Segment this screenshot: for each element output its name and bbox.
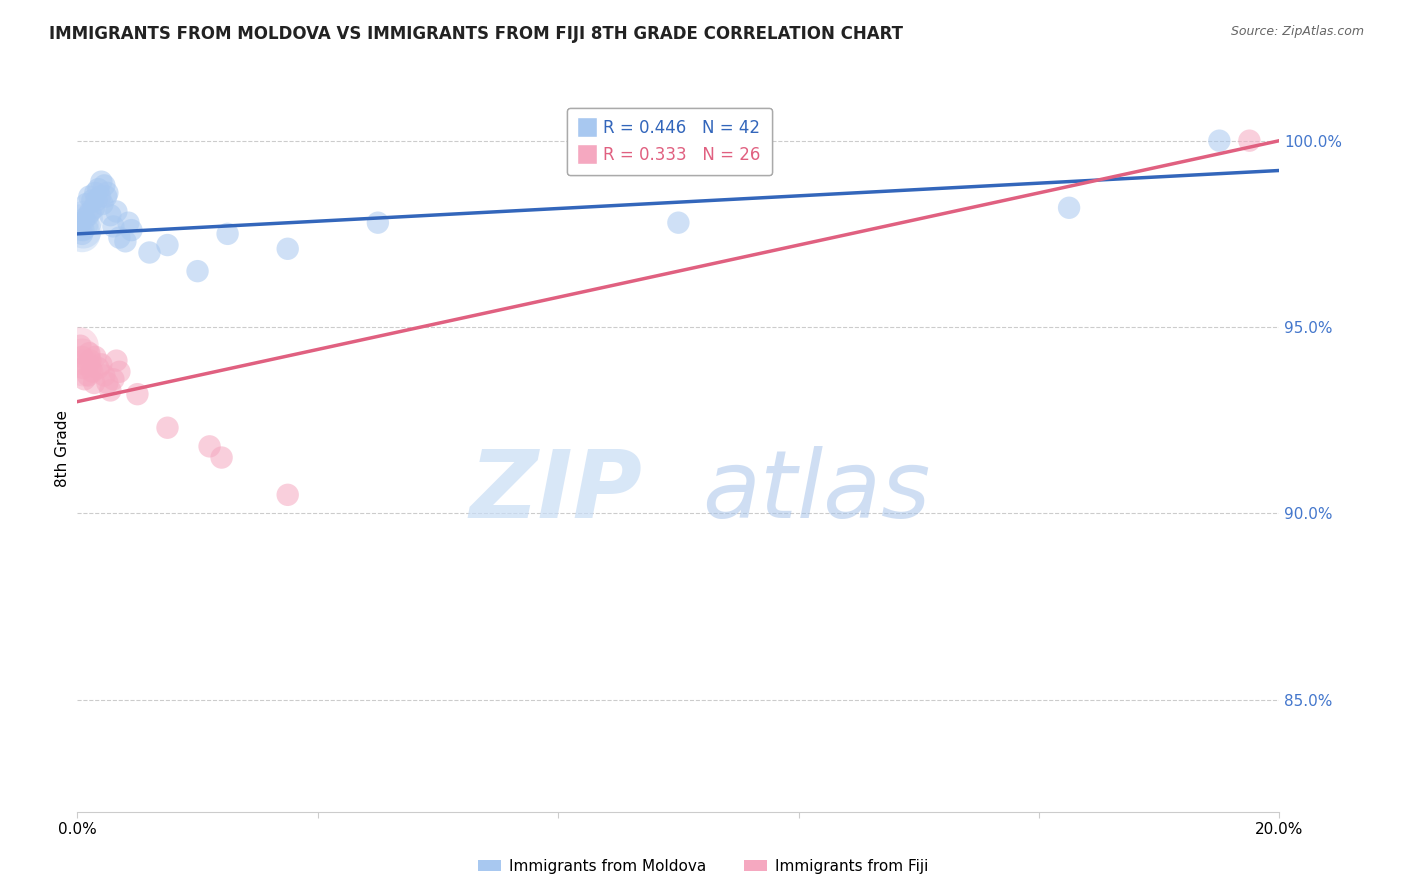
Point — [69, 216, 91, 230]
Point — [156, 421, 179, 435]
Point — [72, 361, 94, 376]
Point — [72, 223, 94, 237]
Point — [89, 189, 111, 203]
Point — [105, 353, 128, 368]
Point — [100, 208, 122, 222]
Point — [87, 182, 110, 196]
Text: IMMIGRANTS FROM MOLDOVA VS IMMIGRANTS FROM FIJI 8TH GRADE CORRELATION CHART: IMMIGRANTS FROM MOLDOVA VS IMMIGRANTS FR… — [49, 25, 903, 43]
Point — [1239, 134, 1261, 148]
Legend: Immigrants from Moldova, Immigrants from Fiji: Immigrants from Moldova, Immigrants from… — [472, 853, 934, 880]
Point — [83, 201, 105, 215]
Point — [1057, 201, 1080, 215]
Point — [84, 186, 107, 200]
Point — [91, 197, 114, 211]
Point — [73, 372, 96, 386]
Point — [367, 216, 389, 230]
Point — [90, 175, 112, 189]
Point — [105, 204, 128, 219]
Point — [120, 223, 142, 237]
Point — [86, 194, 108, 208]
Point — [79, 204, 101, 219]
Point — [87, 361, 110, 376]
Point — [70, 350, 93, 364]
Text: Source: ZipAtlas.com: Source: ZipAtlas.com — [1230, 25, 1364, 38]
Point — [82, 194, 104, 208]
Point — [211, 450, 233, 465]
Point — [156, 238, 179, 252]
Point — [84, 350, 107, 364]
Point — [77, 368, 100, 383]
Point — [108, 230, 131, 244]
Point — [277, 242, 299, 256]
Point — [83, 376, 105, 390]
Text: atlas: atlas — [703, 446, 931, 537]
Point — [72, 361, 94, 376]
Point — [70, 350, 93, 364]
Point — [79, 353, 101, 368]
Y-axis label: 8th Grade: 8th Grade — [55, 409, 70, 487]
Point — [75, 357, 97, 371]
Point — [75, 197, 97, 211]
Legend: R = 0.446   N = 42, R = 0.333   N = 26: R = 0.446 N = 42, R = 0.333 N = 26 — [567, 108, 772, 176]
Point — [79, 189, 101, 203]
Point — [103, 219, 125, 234]
Point — [103, 372, 125, 386]
Point — [73, 211, 96, 226]
Point — [1208, 134, 1230, 148]
Point — [79, 346, 101, 360]
Point — [108, 365, 131, 379]
Point — [217, 227, 239, 241]
Point — [277, 488, 299, 502]
Point — [96, 376, 118, 390]
Point — [138, 245, 160, 260]
Point — [668, 216, 690, 230]
Point — [72, 223, 94, 237]
Point — [96, 186, 118, 200]
Point — [73, 211, 96, 226]
Point — [69, 216, 91, 230]
Point — [70, 227, 93, 241]
Point — [198, 439, 221, 453]
Point — [100, 384, 122, 398]
Point — [69, 339, 91, 353]
Point — [93, 368, 115, 383]
Point — [93, 178, 115, 193]
Point — [77, 208, 100, 222]
Point — [127, 387, 149, 401]
Text: ZIP: ZIP — [470, 446, 643, 538]
Point — [69, 339, 91, 353]
Point — [90, 357, 112, 371]
Point — [70, 227, 93, 241]
Point — [82, 365, 104, 379]
Point — [117, 216, 139, 230]
Point — [96, 189, 118, 203]
Point — [114, 235, 136, 249]
Point — [186, 264, 209, 278]
